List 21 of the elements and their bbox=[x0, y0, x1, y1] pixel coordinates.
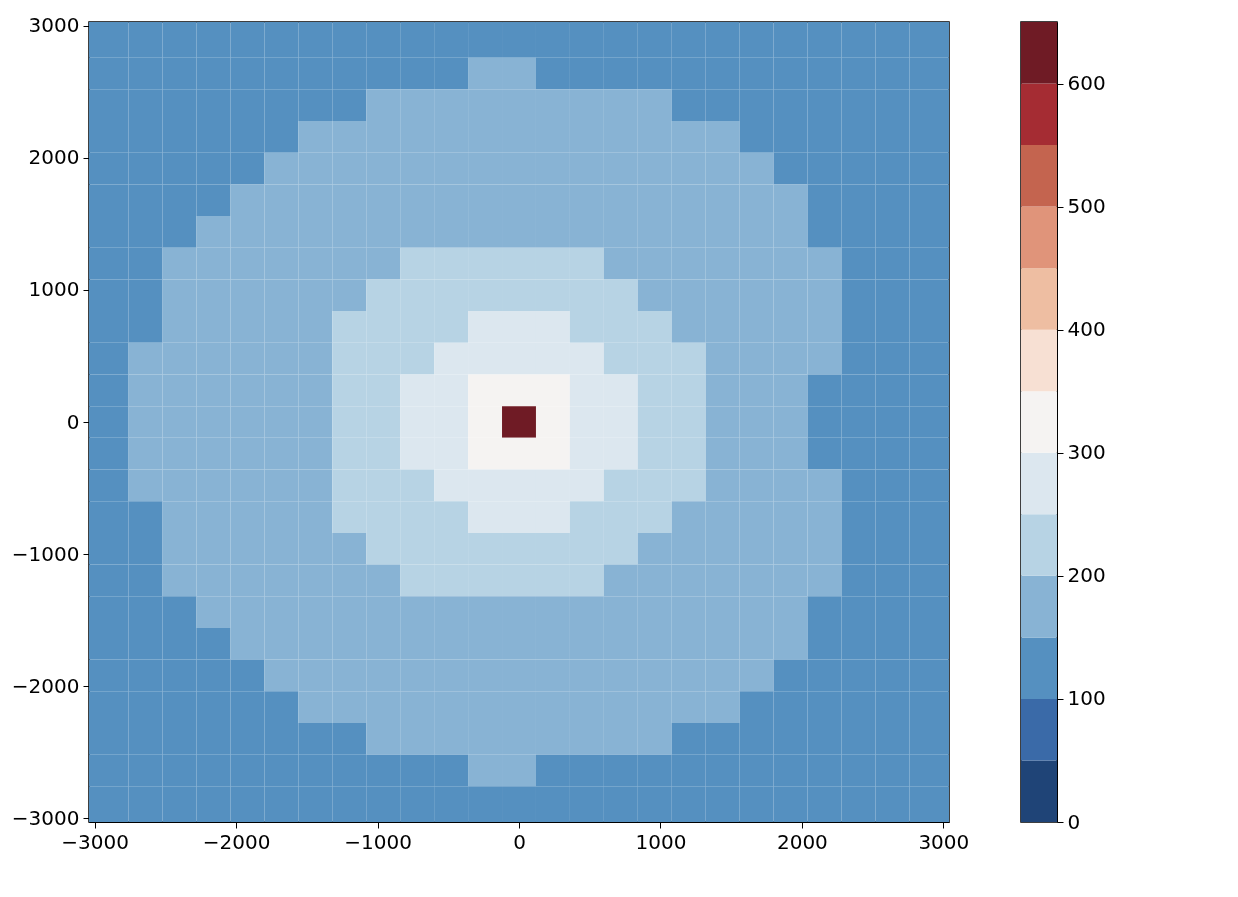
x-tick-label: 1000 bbox=[635, 829, 687, 854]
color-bar-label: 500 bbox=[1067, 194, 1106, 219]
x-tick-label: 0 bbox=[513, 829, 526, 854]
color-bar-label: 600 bbox=[1067, 71, 1106, 96]
x-tick-label: 2000 bbox=[776, 829, 828, 854]
y-tick-label: 0 bbox=[66, 409, 80, 434]
y-tick-label: −1000 bbox=[11, 541, 80, 566]
color-bar-label: 100 bbox=[1067, 686, 1106, 711]
x-tick-label: −2000 bbox=[202, 829, 271, 854]
y-tick-label: 3000 bbox=[28, 13, 80, 38]
y-tick-label: −2000 bbox=[11, 673, 80, 698]
y-tick-label: 1000 bbox=[28, 277, 80, 302]
x-tick-label: −3000 bbox=[61, 829, 129, 854]
x-tick-label: 3000 bbox=[918, 829, 970, 854]
color-bar-label: 400 bbox=[1067, 317, 1106, 342]
color-bar-label: 200 bbox=[1067, 563, 1106, 588]
y-tick-label: −3000 bbox=[11, 805, 80, 830]
y-tick-label: 2000 bbox=[28, 145, 80, 170]
color-bar-label: 0 bbox=[1067, 809, 1081, 834]
color-bar-label: 300 bbox=[1067, 440, 1106, 465]
x-tick-label: −1000 bbox=[344, 829, 412, 854]
